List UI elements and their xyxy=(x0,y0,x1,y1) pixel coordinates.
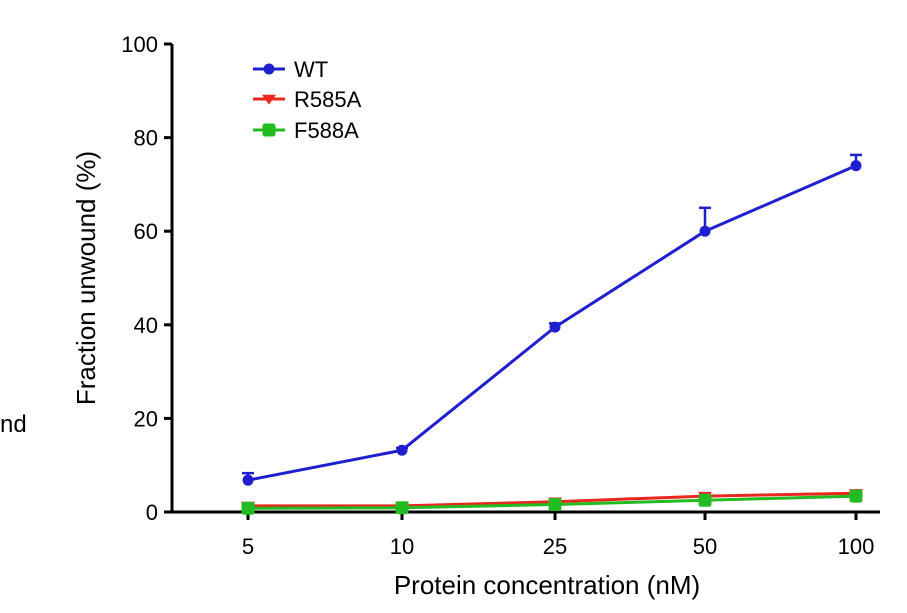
y-tick-label: 20 xyxy=(134,406,158,431)
legend-entry-r585a: R585A xyxy=(253,87,362,112)
data-point xyxy=(549,321,561,333)
y-tick-label: 40 xyxy=(134,313,158,338)
x-tick-label: 5 xyxy=(242,534,254,559)
series-wt xyxy=(242,153,862,486)
data-point xyxy=(242,474,254,486)
x-tick-label: 50 xyxy=(693,534,717,559)
legend-marker xyxy=(262,94,276,105)
x-axis-title: Protein concentration (nM) xyxy=(394,570,700,600)
legend: WT R585A F588A xyxy=(253,57,362,143)
series-layer xyxy=(241,153,863,515)
y-tick-label: 80 xyxy=(134,126,158,151)
side-text-fragment: nd xyxy=(0,411,27,438)
data-point xyxy=(548,498,562,512)
data-point xyxy=(698,493,712,507)
legend-label: WT xyxy=(294,57,328,82)
y-tick-label: 100 xyxy=(121,32,158,57)
legend-label: R585A xyxy=(294,87,362,112)
legend-marker xyxy=(262,123,276,137)
data-point xyxy=(241,501,255,515)
y-axis-title: Fraction unwound (%) xyxy=(71,151,101,405)
x-tick-label: 25 xyxy=(543,534,567,559)
legend-entry-f588a: F588A xyxy=(253,118,359,143)
x-tick-label: 100 xyxy=(838,534,875,559)
y-tick-label: 0 xyxy=(146,500,158,525)
legend-label: F588A xyxy=(294,118,359,143)
series-f588a xyxy=(241,489,863,515)
data-point xyxy=(395,501,409,515)
data-point xyxy=(849,489,863,503)
data-point xyxy=(850,160,862,172)
legend-marker xyxy=(263,63,275,75)
x-tick-label: 10 xyxy=(390,534,414,559)
legend-entry-wt: WT xyxy=(253,57,328,82)
y-tick-label: 60 xyxy=(134,219,158,244)
data-point xyxy=(699,225,711,237)
data-point xyxy=(396,444,408,456)
axes: 0 20 40 60 80 100 5 10 25 50 100 xyxy=(121,32,880,559)
